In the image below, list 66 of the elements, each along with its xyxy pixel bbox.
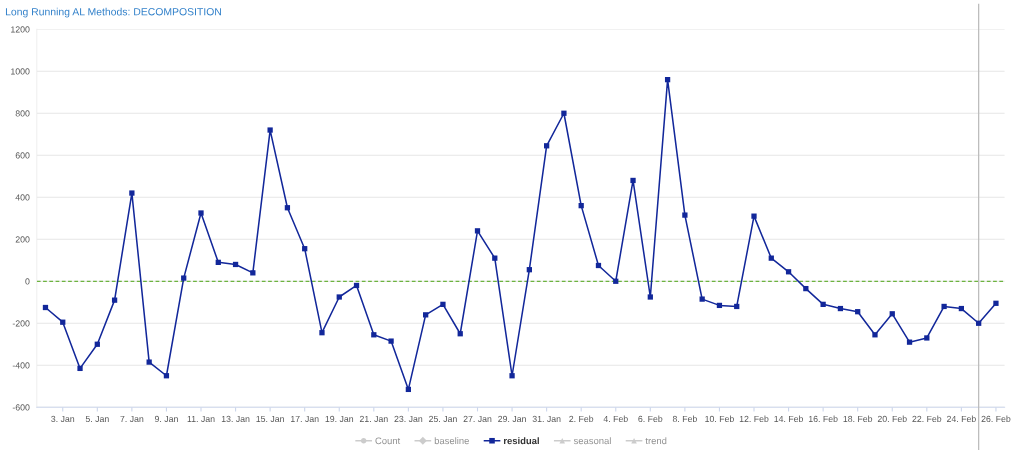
point <box>267 127 273 133</box>
x-tick-label: 23. Jan <box>394 415 423 423</box>
point <box>682 212 688 218</box>
x-tick-label: 16. Feb <box>808 415 838 423</box>
x-tick-label: 20. Feb <box>877 415 907 423</box>
point <box>647 294 653 300</box>
x-tick-label: 9. Jan <box>154 415 178 423</box>
point <box>77 365 83 372</box>
x-tick-label: 18. Feb <box>843 415 873 423</box>
y-tick-label: -400 <box>12 362 30 369</box>
point <box>630 177 636 184</box>
point <box>699 296 705 302</box>
point <box>941 303 947 310</box>
x-tick-label: 13. Jan <box>221 415 250 423</box>
legend-label: trend <box>645 437 667 445</box>
point <box>509 373 515 379</box>
point <box>820 301 826 307</box>
y-tick-label: -200 <box>12 320 30 327</box>
point <box>872 332 878 338</box>
x-tick-label: 5. Jan <box>85 415 109 423</box>
point <box>198 210 204 216</box>
point <box>993 300 999 306</box>
point <box>319 330 325 336</box>
y-tick-label: 0 <box>25 278 30 285</box>
point <box>751 213 757 219</box>
y-tick-label: 200 <box>15 236 30 243</box>
x-tick-label: 14. Feb <box>774 415 804 423</box>
legend-label: baseline <box>434 437 469 445</box>
y-tick-label: 1000 <box>11 68 30 75</box>
y-tick-label: 1200 <box>11 26 30 33</box>
x-tick-label: 26. Feb <box>981 415 1011 423</box>
x-tick-label: 22. Feb <box>912 415 942 423</box>
point <box>146 359 152 365</box>
point <box>561 110 567 116</box>
x-tick-label: 6. Feb <box>638 415 663 423</box>
legend-label: residual <box>503 437 539 445</box>
x-tick-label: 24. Feb <box>946 415 976 423</box>
x-tick-label: 19. Jan <box>325 415 354 423</box>
point <box>924 335 930 341</box>
x-tick-label: 10. Feb <box>705 415 734 423</box>
x-tick-label: 31. Jan <box>532 415 561 423</box>
x-tick-label: 4. Feb <box>603 415 628 423</box>
chart-title: Long Running AL Methods: DECOMPOSITION <box>5 7 221 18</box>
x-tick-label: 8. Feb <box>672 415 697 423</box>
y-tick-label: -600 <box>12 404 30 411</box>
x-tick-label: 3. Jan <box>51 415 75 423</box>
legend-label: Count <box>375 437 401 445</box>
y-tick-label: 800 <box>15 110 30 117</box>
point <box>181 275 187 281</box>
point <box>336 294 342 300</box>
point <box>129 190 135 196</box>
x-tick-label: 12. Feb <box>739 415 769 423</box>
x-tick-label: 2. Feb <box>569 415 594 423</box>
point <box>440 301 446 307</box>
legend-label: seasonal <box>573 437 611 445</box>
x-tick-label: 29. Jan <box>498 415 526 423</box>
point <box>388 338 394 344</box>
x-tick-label: 11. Jan <box>187 415 215 423</box>
y-tick-label: 400 <box>15 194 30 201</box>
x-tick-label: 27. Jan <box>463 415 492 423</box>
x-tick-label: 21. Jan <box>359 415 388 423</box>
y-tick-label: 600 <box>15 152 30 159</box>
x-tick-label: 7. Jan <box>120 415 144 423</box>
x-tick-label: 17. Jan <box>291 415 319 423</box>
x-tick-label: 25. Jan <box>429 415 457 423</box>
x-tick-label: 15. Jan <box>256 415 284 423</box>
